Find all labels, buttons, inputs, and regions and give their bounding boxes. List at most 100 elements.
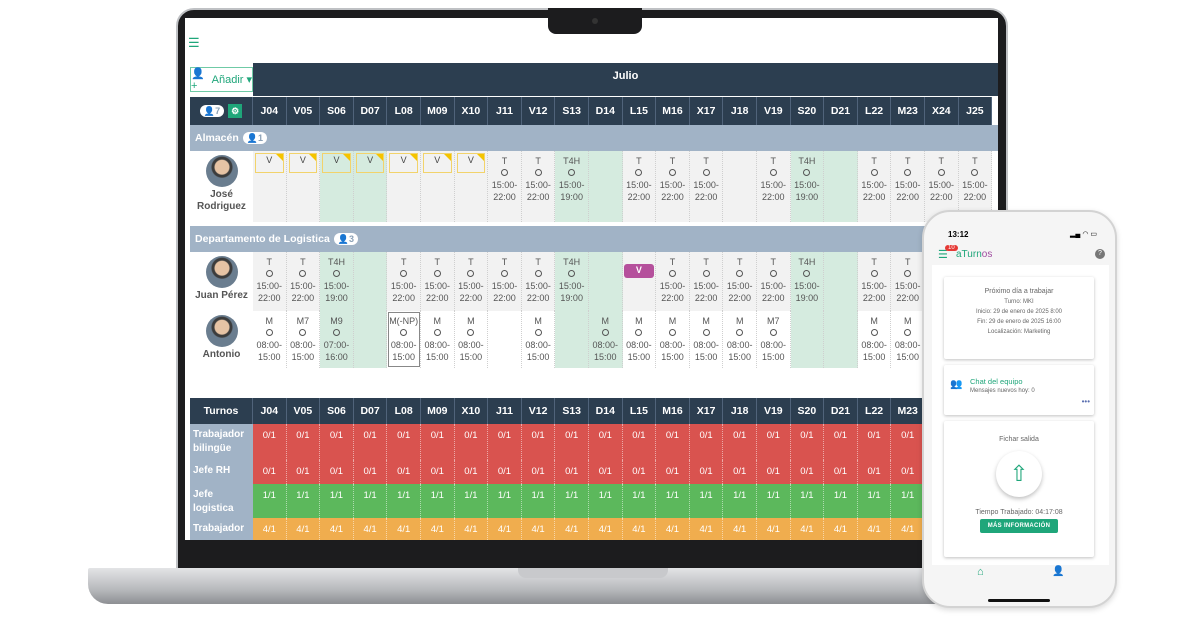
shift-cell[interactable]: M 08:00-15:00 [891,311,925,368]
day-header[interactable]: D14 [589,97,623,125]
coverage-cell[interactable]: 1/1 [488,484,522,518]
coverage-cell[interactable]: 1/1 [790,484,825,518]
coverage-cell[interactable]: 0/1 [790,460,825,484]
coverage-cell[interactable]: 0/1 [689,460,724,484]
coverage-cell[interactable]: 1/1 [454,484,489,518]
shift-cell[interactable]: T 15:00-22:00 [286,252,321,311]
coverage-cell[interactable]: 4/1 [622,518,657,540]
coverage-cell[interactable]: 4/1 [488,518,522,540]
coverage-cell[interactable]: 1/1 [421,484,455,518]
user-count-pill[interactable]: 👤7 [199,105,225,117]
coverage-cell[interactable]: 0/1 [824,424,858,460]
shift-cell[interactable]: T 15:00-22:00 [521,252,556,311]
coverage-cell[interactable]: 0/1 [622,460,657,484]
shift-cell[interactable]: T 15:00-22:00 [656,151,690,222]
shift-cell[interactable]: M9 07:00-16:00 [320,311,354,368]
day-header[interactable]: X17 [689,97,724,125]
coverage-cell[interactable]: 0/1 [320,460,354,484]
coverage-cell[interactable]: 0/1 [521,424,556,460]
coverage-cell[interactable]: 4/1 [353,518,388,540]
coverage-cell[interactable]: 4/1 [454,518,489,540]
shift-cell[interactable]: T4H 15:00-19:00 [320,252,354,311]
coverage-cell[interactable]: 4/1 [790,518,825,540]
day-header[interactable]: D21 [824,97,858,125]
coverage-cell[interactable]: 0/1 [353,424,388,460]
shift-cell[interactable]: T 15:00-22:00 [622,151,657,222]
coverage-cell[interactable]: 1/1 [253,484,287,518]
shift-cell[interactable]: M 08:00-15:00 [253,311,287,368]
shift-cell[interactable]: V [387,151,421,222]
coverage-cell[interactable]: 0/1 [891,424,925,460]
shift-cell[interactable]: V [320,151,354,222]
coverage-cell[interactable]: 0/1 [555,424,589,460]
shift-cell[interactable] [555,311,589,368]
coverage-cell[interactable]: 0/1 [757,460,791,484]
coverage-cell[interactable]: 0/1 [622,424,657,460]
coverage-cell[interactable]: 0/1 [454,460,489,484]
coverage-cell[interactable]: 4/1 [656,518,690,540]
coverage-cell[interactable]: 4/1 [253,518,287,540]
person-cell[interactable]: Juan Pérez [190,252,253,311]
coverage-cell[interactable]: 1/1 [521,484,556,518]
shift-cell[interactable]: M 08:00-15:00 [521,311,556,368]
menu-icon[interactable]: ☰ [938,249,948,261]
coverage-cell[interactable]: 0/1 [589,424,623,460]
day-header[interactable]: D07 [353,97,388,125]
coverage-cell[interactable]: 0/1 [488,424,522,460]
shift-cell[interactable]: T 15:00-22:00 [253,252,287,311]
shift-cell[interactable]: V [622,252,657,311]
coverage-cell[interactable]: 0/1 [320,424,354,460]
coverage-cell[interactable]: 1/1 [353,484,388,518]
coverage-cell[interactable]: 0/1 [656,424,690,460]
day-header[interactable]: V12 [521,97,556,125]
next-day-card[interactable]: Próximo día a trabajar Turno: MKI Inicio… [944,277,1094,359]
shift-cell[interactable] [824,311,858,368]
coverage-cell[interactable]: 1/1 [757,484,791,518]
coverage-cell[interactable]: 0/1 [286,460,321,484]
day-header[interactable]: J11 [488,97,522,125]
coverage-cell[interactable]: 0/1 [656,460,690,484]
day-header[interactable]: J25 [958,97,993,125]
coverage-cell[interactable]: 1/1 [555,484,589,518]
coverage-cell[interactable]: 4/1 [723,518,757,540]
shift-cell[interactable]: T4H 15:00-19:00 [790,151,825,222]
shift-cell[interactable]: M 08:00-15:00 [689,311,724,368]
shift-cell[interactable]: M 08:00-15:00 [857,311,892,368]
shift-cell[interactable]: T 15:00-22:00 [387,252,421,311]
shift-cell[interactable]: M 08:00-15:00 [622,311,657,368]
coverage-cell[interactable]: 0/1 [723,460,757,484]
shift-cell[interactable]: M 08:00-15:00 [421,311,455,368]
shift-cell[interactable]: T 15:00-22:00 [857,151,892,222]
shift-cell[interactable]: T4H 15:00-19:00 [790,252,825,311]
shift-cell[interactable]: T 15:00-22:00 [891,151,925,222]
day-header[interactable]: M09 [421,97,455,125]
add-button[interactable]: 👤+ Añadir ▾ [190,67,253,92]
day-header[interactable]: J18 [723,97,757,125]
day-header[interactable]: S13 [555,97,589,125]
coverage-cell[interactable]: 0/1 [790,424,825,460]
coverage-cell[interactable]: 0/1 [857,460,892,484]
shift-cell[interactable]: M 08:00-15:00 [656,311,690,368]
coverage-cell[interactable]: 1/1 [857,484,892,518]
shift-cell[interactable]: M 08:00-15:00 [589,311,623,368]
coverage-cell[interactable]: 4/1 [387,518,421,540]
coverage-cell[interactable]: 4/1 [891,518,925,540]
coverage-cell[interactable]: 4/1 [589,518,623,540]
coverage-cell[interactable]: 1/1 [824,484,858,518]
shift-cell[interactable]: T 15:00-22:00 [521,151,556,222]
shift-cell[interactable]: T 15:00-22:00 [488,151,522,222]
help-icon[interactable]: ? [1095,249,1105,259]
coverage-cell[interactable]: 4/1 [689,518,724,540]
menu-icon[interactable]: ☰ [188,35,200,50]
coverage-cell[interactable]: 0/1 [555,460,589,484]
day-header[interactable]: X10 [454,97,489,125]
coverage-cell[interactable]: 4/1 [286,518,321,540]
shift-cell[interactable]: T 15:00-22:00 [454,252,489,311]
person-cell[interactable]: Antonio [190,311,253,368]
shift-cell[interactable]: T 15:00-22:00 [891,252,925,311]
day-header[interactable]: S20 [790,97,825,125]
shift-cell[interactable]: T 15:00-22:00 [656,252,690,311]
shift-cell[interactable]: T 15:00-22:00 [488,252,522,311]
coverage-cell[interactable]: 0/1 [757,424,791,460]
coverage-cell[interactable]: 1/1 [622,484,657,518]
